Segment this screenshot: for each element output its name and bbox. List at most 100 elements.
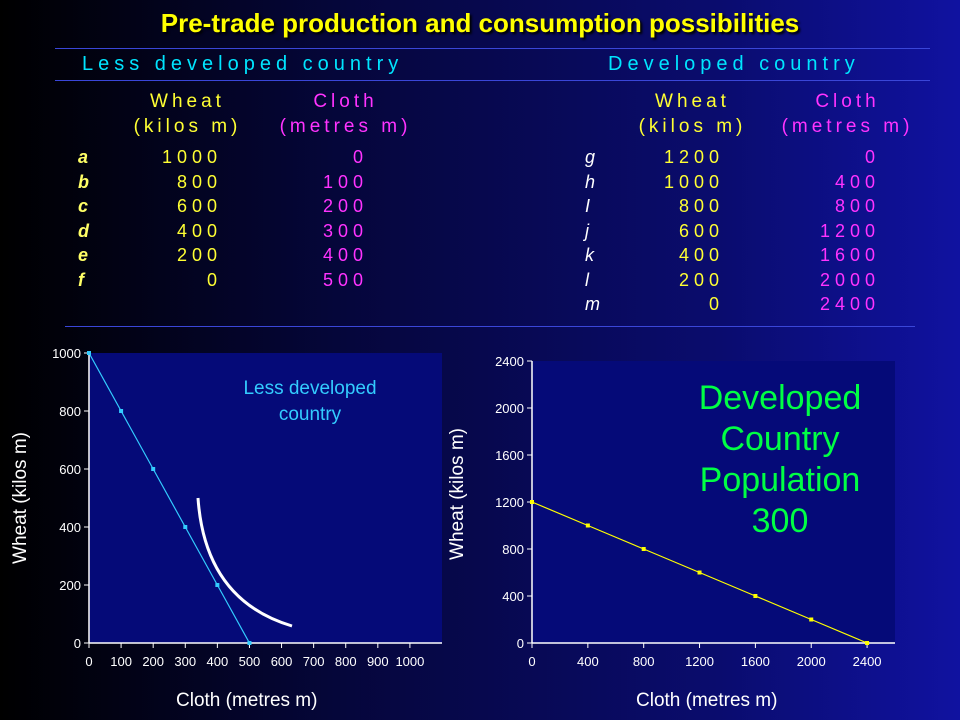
row-label: a [78, 147, 94, 167]
dc-annotation-line: 300 [751, 502, 809, 540]
cloth-cell: 0 [352, 147, 368, 167]
row-label: f [78, 269, 89, 290]
row-label: j [585, 220, 594, 241]
wheat-cell: 0 [206, 269, 222, 290]
cloth-cell: 400 [834, 171, 880, 192]
cloth-cell: 800 [834, 196, 880, 216]
dc-x-axis-title: Cloth (metres m) [636, 690, 778, 711]
dc-annotation: Developed Country Population 300 [680, 378, 880, 542]
ldc-ppf-line [88, 352, 250, 644]
ldc-data-point [215, 583, 220, 587]
dc-annotation-line: Country [720, 420, 840, 458]
dc-y-tick-label: 400 [502, 589, 524, 604]
wheat-cell: 600 [176, 196, 222, 216]
dc-data-point [585, 523, 590, 528]
ldc-x-axis-title: Cloth (metres m) [176, 690, 318, 711]
dc-table-title: Developed country [608, 53, 860, 75]
ldc-x-tick-label: 900 [367, 654, 389, 669]
divider [55, 48, 930, 49]
ldc-data-point [119, 409, 124, 413]
wheat-cell: 200 [678, 269, 724, 290]
dc-plot-area [532, 361, 895, 643]
dc-cloth-header: Cloth (metres m) [770, 89, 925, 139]
dc-y-tick-label: 2400 [495, 354, 524, 369]
wheat-cell: 1000 [161, 147, 222, 167]
dc-x-tick-label: 400 [577, 654, 599, 669]
ldc-annotation-line: country [278, 404, 342, 425]
ldc-consumption-curve [196, 497, 293, 628]
ldc-x-tick-label: 200 [142, 654, 164, 669]
row-label: m [585, 294, 605, 314]
dc-data-point [530, 500, 534, 504]
ldc-cloth-col: 0 100 200 300 400 500 [290, 145, 368, 292]
dc-ppf-chart: 0 400 800 1200 1600 2000 2400 0 400 800 1200 1600 20… [495, 354, 895, 669]
dc-annotation-line: Population [699, 461, 861, 499]
dc-y-tick-label: 1600 [495, 448, 524, 463]
dc-y-tick-label: 800 [502, 542, 524, 557]
dc-annotation-line: Developed [698, 379, 862, 417]
dc-wheat-header-line2: (kilos m) [638, 116, 747, 137]
ldc-y-tick-label: 200 [59, 578, 81, 593]
ldc-x-tick-label: 400 [207, 654, 229, 669]
page-title: Pre-trade production and consumption pos… [160, 8, 800, 38]
ldc-ppf-chart: 0 200 400 600 800 1000 0 100 200 300 400 500 600 700 8… [52, 346, 442, 669]
row-label: e [78, 245, 94, 265]
wheat-cell: 600 [678, 220, 724, 241]
ldc-cloth-header: Cloth (metres m) [268, 89, 423, 139]
ldc-x-tick-label: 300 [174, 654, 196, 669]
dc-row-labels: g h I j k l m [585, 145, 605, 317]
wheat-cell: 1000 [663, 171, 724, 192]
divider [55, 80, 930, 81]
row-label: l [585, 269, 594, 290]
row-label: g [585, 147, 601, 167]
dc-data-point [753, 594, 758, 598]
ldc-cloth-header-line1: Cloth [313, 91, 378, 112]
ldc-wheat-header: Wheat (kilos m) [120, 89, 255, 139]
dc-x-tick-label: 2000 [797, 654, 826, 669]
wheat-cell: 400 [176, 220, 222, 241]
dc-x-tick-label: 0 [528, 654, 535, 669]
dc-data-point [809, 617, 814, 622]
ldc-x-tick-label: 700 [303, 654, 325, 669]
row-label: b [78, 171, 94, 192]
cloth-cell: 2400 [819, 294, 880, 314]
dc-data-point [865, 641, 870, 645]
ldc-data-point [151, 467, 156, 471]
dc-wheat-header: Wheat (kilos m) [625, 89, 760, 139]
wheat-cell: 800 [176, 171, 222, 192]
ldc-x-tick-label: 0 [85, 654, 92, 669]
dc-y-tick-label: 0 [517, 636, 524, 651]
dc-data-point [641, 547, 646, 551]
ldc-x-tick-label: 500 [239, 654, 261, 669]
dc-x-tick-label: 800 [633, 654, 655, 669]
ldc-cloth-header-line2: (metres m) [279, 116, 412, 137]
ldc-y-tick-label: 600 [59, 462, 81, 477]
ldc-y-tick-label: 400 [59, 520, 81, 535]
ldc-data-point [87, 351, 91, 355]
cloth-cell: 500 [322, 269, 368, 290]
dc-y-tick-label: 1200 [495, 495, 524, 510]
cloth-cell: 400 [322, 245, 368, 265]
dc-x-tick-label: 2400 [853, 654, 882, 669]
ldc-x-tick-label: 1000 [395, 654, 424, 669]
ldc-row-labels: a b c d e f [78, 145, 98, 292]
dc-wheat-col: 1200 1000 800 600 400 200 0 [635, 145, 724, 317]
cloth-cell: 1200 [819, 220, 880, 241]
row-label: c [78, 196, 94, 216]
ldc-x-tick-label: 800 [335, 654, 357, 669]
cloth-cell: 200 [322, 196, 368, 216]
cloth-cell: 0 [864, 147, 880, 167]
ldc-x-tick-label: 100 [110, 654, 132, 669]
row-label: h [585, 171, 601, 192]
ldc-plot-area [89, 353, 442, 643]
cloth-cell: 100 [322, 171, 368, 192]
ldc-y-tick-label: 0 [74, 636, 81, 651]
dc-wheat-header-line1: Wheat [655, 91, 730, 112]
ldc-wheat-header-line1: Wheat [150, 91, 225, 112]
cloth-cell: 300 [322, 220, 368, 241]
ldc-wheat-header-line2: (kilos m) [133, 116, 242, 137]
dc-y-axis-title: Wheat (kilos m) [447, 428, 468, 560]
ldc-data-point [247, 641, 252, 645]
cloth-cell: 1600 [819, 245, 880, 265]
dc-y-tick-label: 2000 [495, 401, 524, 416]
